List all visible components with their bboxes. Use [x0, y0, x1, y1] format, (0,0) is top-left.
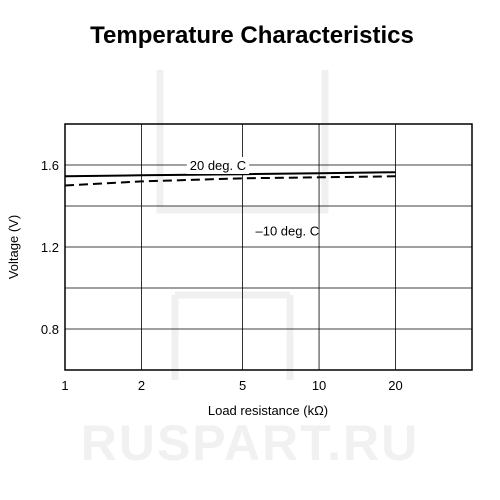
series-line-20 [64, 171, 396, 178]
y-axis-label: Voltage (V) [6, 215, 21, 279]
grid [64, 123, 473, 371]
x-tick-label: 10 [312, 378, 326, 393]
plot-border [64, 123, 473, 371]
tick-labels: 1 2 5 10 20 0.8 1.2 1.6 [41, 158, 403, 393]
watermark-shape [171, 291, 294, 380]
y-tick-label: 1.2 [41, 240, 59, 255]
y-tick-label: 1.6 [41, 158, 59, 173]
annotations: 20 deg. C –10 deg. C [186, 157, 320, 239]
x-tick-label: 1 [61, 378, 68, 393]
chart-title: Temperature Characteristics [90, 22, 414, 49]
annotation-minus10c: –10 deg. C [256, 224, 320, 239]
y-tick-label: 0.8 [41, 322, 59, 337]
series-line-minus10 [64, 175, 396, 187]
watermark-text: RUSPART.RU [81, 415, 420, 471]
series-layer [64, 171, 396, 187]
x-tick-label: 20 [388, 378, 402, 393]
x-tick-label: 2 [138, 378, 145, 393]
plot-frame [64, 123, 473, 371]
x-axis-label: Load resistance (kΩ) [208, 403, 328, 418]
x-tick-label: 5 [239, 378, 246, 393]
annotation-background [186, 157, 250, 174]
annotation-20c: 20 deg. C [190, 158, 246, 173]
watermark: RUSPART.RU [81, 70, 420, 471]
